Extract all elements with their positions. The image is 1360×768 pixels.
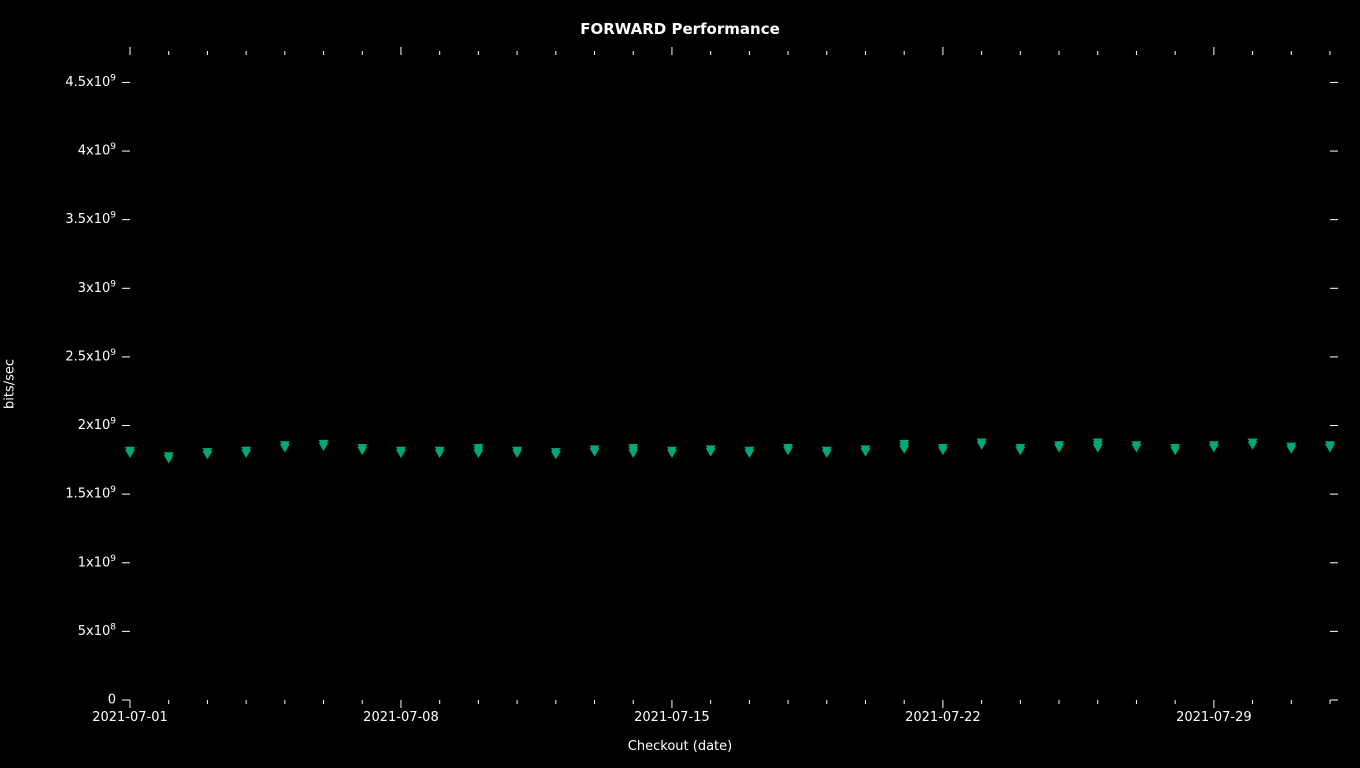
svg-text:1.5x109: 1.5x109 — [65, 485, 116, 502]
data-point — [1131, 444, 1141, 453]
svg-text:2x109: 2x109 — [78, 416, 117, 433]
svg-text:2021-07-22: 2021-07-22 — [905, 710, 981, 725]
data-point — [1286, 445, 1296, 454]
data-point — [667, 449, 677, 458]
data-point — [1015, 447, 1025, 456]
svg-text:4.5x109: 4.5x109 — [65, 73, 116, 90]
data-point — [938, 447, 948, 456]
data-point — [590, 448, 600, 457]
data-point — [357, 447, 367, 456]
data-point — [473, 449, 483, 458]
svg-text:0: 0 — [108, 693, 116, 708]
svg-text:2.5x109: 2.5x109 — [65, 347, 116, 364]
svg-text:2021-07-15: 2021-07-15 — [634, 710, 710, 725]
svg-text:5x108: 5x108 — [78, 622, 117, 639]
data-point — [899, 445, 909, 454]
svg-text:4x109: 4x109 — [78, 142, 117, 159]
data-point — [512, 449, 522, 458]
data-point — [1209, 444, 1219, 453]
svg-text:2021-07-08: 2021-07-08 — [363, 710, 439, 725]
svg-text:2021-07-29: 2021-07-29 — [1176, 710, 1252, 725]
svg-text:3x109: 3x109 — [78, 279, 117, 296]
performance-chart: FORWARD Performance bits/sec Checkout (d… — [0, 0, 1360, 768]
data-point — [1325, 444, 1335, 453]
data-point — [822, 449, 832, 458]
svg-text:1x109: 1x109 — [78, 553, 117, 570]
data-point — [1170, 447, 1180, 456]
data-point — [860, 448, 870, 457]
data-point — [435, 449, 445, 458]
svg-text:3.5x109: 3.5x109 — [65, 210, 116, 227]
data-point — [744, 449, 754, 458]
data-point — [396, 449, 406, 458]
data-point — [551, 451, 561, 460]
data-point — [1054, 444, 1064, 453]
data-point — [628, 449, 638, 458]
chart-svg: 0 5x108 1x109 1.5x109 2x109 2.5x109 3x109 3.5x1… — [0, 0, 1360, 768]
svg-text:2021-07-01: 2021-07-01 — [92, 710, 168, 725]
